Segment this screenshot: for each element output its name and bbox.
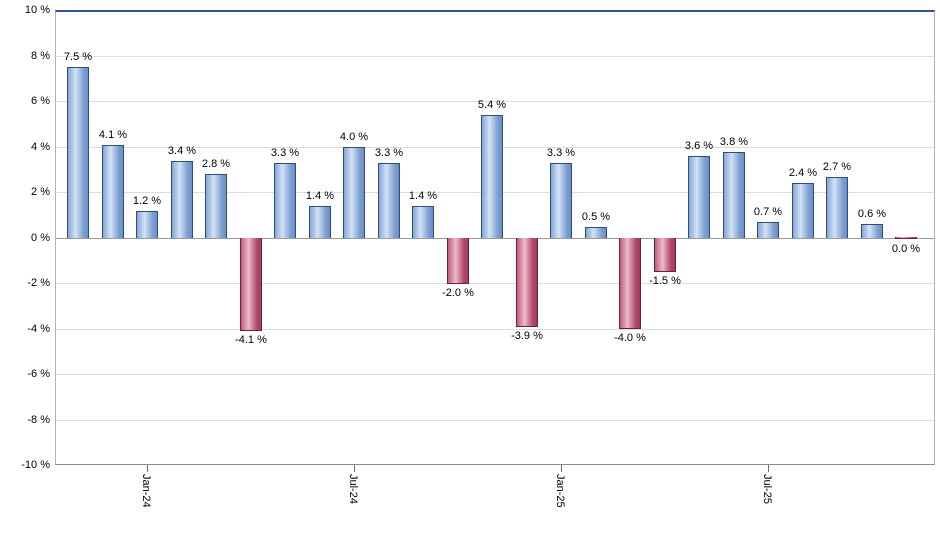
y-axis-tick-label: -6 %	[27, 368, 50, 380]
y-axis-tick-label: 6 %	[31, 95, 50, 107]
y-axis-tick-label: -4 %	[27, 323, 50, 335]
y-axis-tick-label: 10 %	[24, 4, 50, 16]
x-axis-tick-label: Jan-25	[554, 474, 566, 508]
x-axis-tick-label: Jul-25	[761, 474, 773, 504]
x-axis-tick-mark	[147, 465, 148, 472]
y-axis-tick-label: -2 %	[27, 277, 50, 289]
y-axis-tick-label: 0 %	[31, 232, 50, 244]
y-axis-tick-label: -8 %	[27, 414, 50, 426]
x-axis-tick-mark	[768, 465, 769, 472]
x-axis-tick-mark	[561, 465, 562, 472]
y-axis-tick-label: 8 %	[31, 50, 50, 62]
x-axis-tick-label: Jan-24	[140, 474, 152, 508]
y-axis-tick-label: 4 %	[31, 141, 50, 153]
y-axis-tick-label: -10 %	[21, 459, 50, 471]
x-axis-tick-label: Jul-24	[347, 474, 359, 504]
plot-area	[55, 10, 935, 465]
x-axis-tick-mark	[354, 465, 355, 472]
y-axis-tick-label: 2 %	[31, 186, 50, 198]
